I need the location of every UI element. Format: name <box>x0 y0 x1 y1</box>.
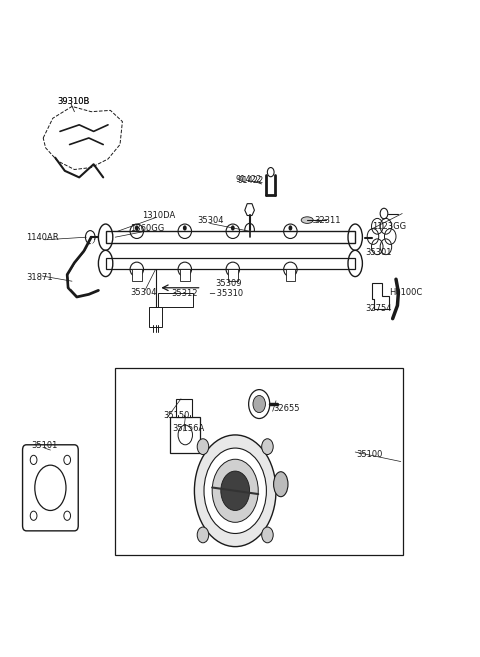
Text: 1310DA: 1310DA <box>142 211 175 220</box>
Text: 35100: 35100 <box>356 450 383 459</box>
Circle shape <box>231 225 235 231</box>
Ellipse shape <box>274 472 288 497</box>
Text: 39310B: 39310B <box>58 97 90 106</box>
Text: 1123GG: 1123GG <box>372 222 406 231</box>
Circle shape <box>197 527 209 543</box>
Text: 32655: 32655 <box>274 404 300 413</box>
Bar <box>106 258 355 269</box>
Text: 35312: 35312 <box>171 289 197 298</box>
Bar <box>115 368 403 555</box>
Ellipse shape <box>301 217 313 223</box>
Bar <box>170 417 200 453</box>
Text: 35156A: 35156A <box>172 424 204 433</box>
Text: 35150: 35150 <box>163 411 190 420</box>
Text: ─ 35310: ─ 35310 <box>209 289 243 298</box>
Text: 35304: 35304 <box>131 288 157 297</box>
Circle shape <box>212 459 258 522</box>
Bar <box>158 293 193 307</box>
Circle shape <box>262 527 273 543</box>
Text: 31871: 31871 <box>26 273 53 282</box>
Bar <box>286 269 295 281</box>
Text: 35304: 35304 <box>198 215 224 225</box>
Bar <box>176 399 192 417</box>
Circle shape <box>135 225 139 231</box>
Circle shape <box>194 435 276 547</box>
Text: 1360GG: 1360GG <box>131 224 165 233</box>
Text: 32754: 32754 <box>365 304 391 313</box>
Bar <box>132 269 142 281</box>
Circle shape <box>197 439 209 455</box>
Text: 35309: 35309 <box>215 279 241 288</box>
Bar <box>106 231 355 243</box>
Bar <box>228 269 238 281</box>
Circle shape <box>204 448 266 533</box>
Text: 39310B: 39310B <box>58 97 90 106</box>
Circle shape <box>262 439 273 455</box>
Text: 91422: 91422 <box>238 176 264 185</box>
Text: 32311: 32311 <box>314 215 341 225</box>
Text: 91422: 91422 <box>235 175 262 184</box>
Polygon shape <box>372 283 389 309</box>
Text: 35101: 35101 <box>31 441 58 450</box>
Bar <box>180 269 190 281</box>
Circle shape <box>253 396 265 413</box>
Circle shape <box>221 471 250 510</box>
Text: H0100C: H0100C <box>389 288 422 297</box>
Bar <box>149 307 162 327</box>
Circle shape <box>288 225 292 231</box>
Text: 35301: 35301 <box>365 248 391 258</box>
Polygon shape <box>245 204 254 215</box>
Text: 1140AR: 1140AR <box>26 233 59 242</box>
FancyBboxPatch shape <box>23 445 78 531</box>
Circle shape <box>183 225 187 231</box>
